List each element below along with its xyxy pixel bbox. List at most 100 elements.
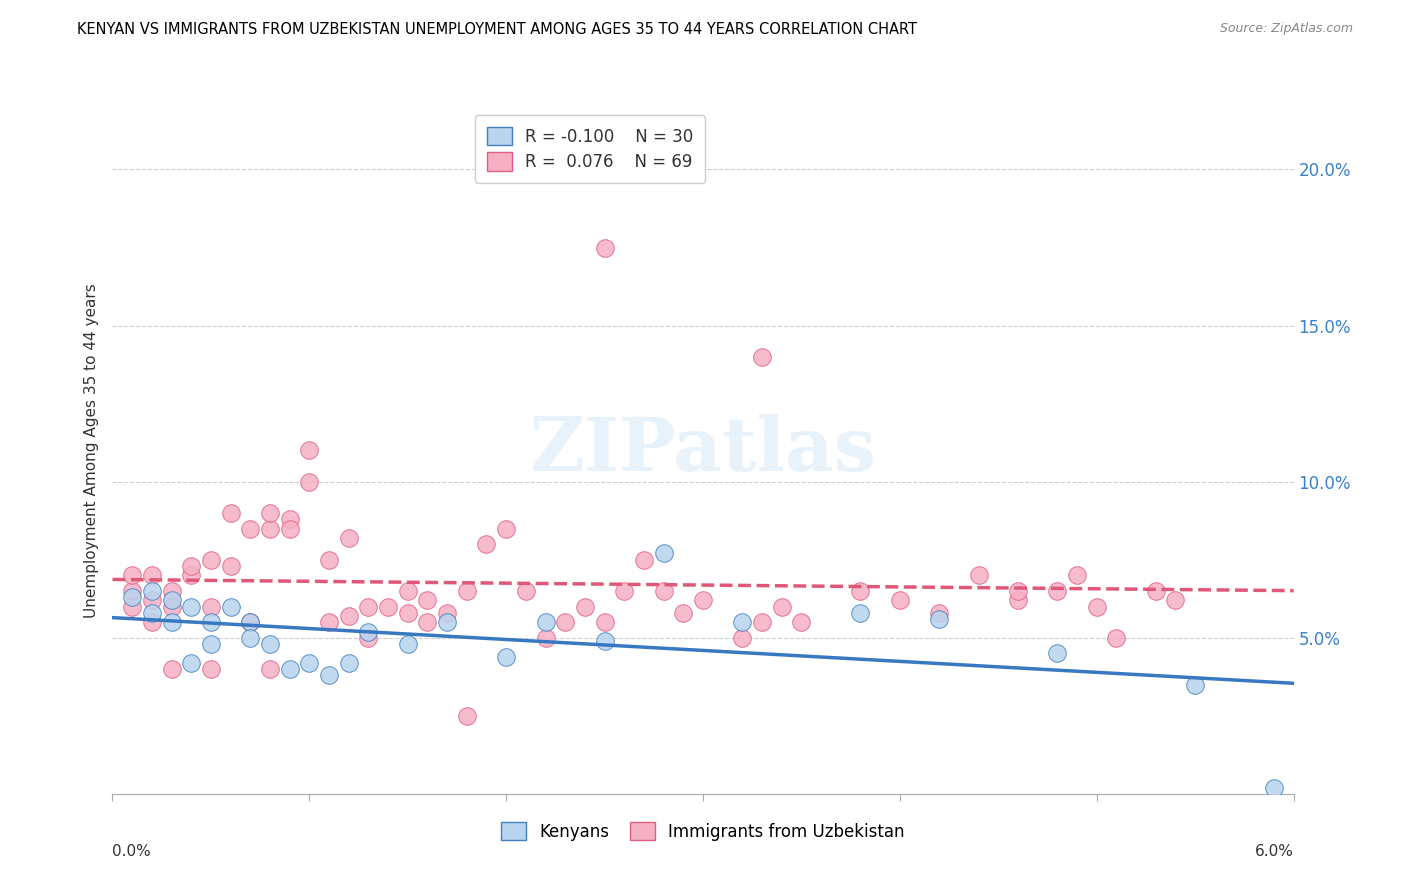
Point: [200, 637, 222, 651]
Point: [1105, 631, 1128, 645]
Point: [318, 615, 340, 630]
Point: [141, 583, 163, 598]
Point: [259, 662, 281, 676]
Point: [652, 546, 675, 561]
Point: [692, 593, 714, 607]
Point: [475, 537, 498, 551]
Point: [593, 633, 616, 648]
Point: [121, 568, 143, 582]
Point: [337, 531, 360, 545]
Point: [574, 599, 596, 614]
Text: ZIPatlas: ZIPatlas: [530, 414, 876, 487]
Y-axis label: Unemployment Among Ages 35 to 44 years: Unemployment Among Ages 35 to 44 years: [83, 283, 98, 618]
Point: [849, 606, 872, 620]
Point: [751, 615, 773, 630]
Point: [160, 615, 183, 630]
Point: [337, 608, 360, 623]
Point: [278, 521, 301, 535]
Point: [751, 350, 773, 364]
Point: [1066, 568, 1088, 582]
Point: [239, 615, 262, 630]
Point: [396, 606, 419, 620]
Point: [456, 708, 478, 723]
Point: [613, 583, 636, 598]
Point: [377, 599, 399, 614]
Point: [239, 631, 262, 645]
Point: [200, 615, 222, 630]
Point: [318, 668, 340, 682]
Point: [495, 521, 517, 535]
Point: [337, 656, 360, 670]
Point: [849, 583, 872, 598]
Point: [121, 591, 143, 605]
Point: [436, 606, 458, 620]
Point: [731, 615, 754, 630]
Point: [141, 615, 163, 630]
Point: [259, 637, 281, 651]
Point: [160, 593, 183, 607]
Point: [298, 656, 321, 670]
Point: [672, 606, 695, 620]
Point: [180, 558, 202, 574]
Point: [593, 240, 616, 255]
Point: [396, 637, 419, 651]
Point: [1007, 583, 1029, 598]
Point: [219, 558, 242, 574]
Point: [160, 662, 183, 676]
Point: [633, 552, 655, 567]
Point: [967, 568, 990, 582]
Point: [298, 475, 321, 489]
Point: [515, 583, 537, 598]
Point: [180, 656, 202, 670]
Point: [1085, 599, 1108, 614]
Point: [357, 599, 380, 614]
Point: [180, 599, 202, 614]
Legend: Kenyans, Immigrants from Uzbekistan: Kenyans, Immigrants from Uzbekistan: [495, 815, 911, 847]
Text: KENYAN VS IMMIGRANTS FROM UZBEKISTAN UNEMPLOYMENT AMONG AGES 35 TO 44 YEARS CORR: KENYAN VS IMMIGRANTS FROM UZBEKISTAN UNE…: [77, 22, 917, 37]
Point: [357, 624, 380, 639]
Point: [121, 599, 143, 614]
Point: [1007, 593, 1029, 607]
Point: [160, 599, 183, 614]
Point: [200, 662, 222, 676]
Point: [219, 599, 242, 614]
Point: [239, 615, 262, 630]
Point: [1164, 593, 1187, 607]
Point: [219, 506, 242, 520]
Point: [456, 583, 478, 598]
Point: [770, 599, 793, 614]
Point: [278, 512, 301, 526]
Point: [1263, 780, 1285, 795]
Point: [160, 583, 183, 598]
Point: [200, 552, 222, 567]
Point: [200, 599, 222, 614]
Point: [357, 631, 380, 645]
Point: [593, 615, 616, 630]
Point: [928, 606, 950, 620]
Point: [141, 568, 163, 582]
Point: [259, 521, 281, 535]
Text: Source: ZipAtlas.com: Source: ZipAtlas.com: [1219, 22, 1353, 36]
Point: [121, 583, 143, 598]
Point: [318, 552, 340, 567]
Point: [1144, 583, 1167, 598]
Point: [436, 615, 458, 630]
Point: [928, 612, 950, 626]
Point: [1046, 583, 1069, 598]
Point: [180, 568, 202, 582]
Point: [239, 521, 262, 535]
Point: [278, 662, 301, 676]
Point: [141, 606, 163, 620]
Point: [396, 583, 419, 598]
Point: [1046, 646, 1069, 660]
Point: [141, 593, 163, 607]
Text: 6.0%: 6.0%: [1254, 844, 1294, 859]
Text: 0.0%: 0.0%: [112, 844, 152, 859]
Point: [1184, 678, 1206, 692]
Point: [534, 615, 557, 630]
Point: [259, 506, 281, 520]
Point: [534, 631, 557, 645]
Point: [790, 615, 813, 630]
Point: [416, 593, 439, 607]
Point: [731, 631, 754, 645]
